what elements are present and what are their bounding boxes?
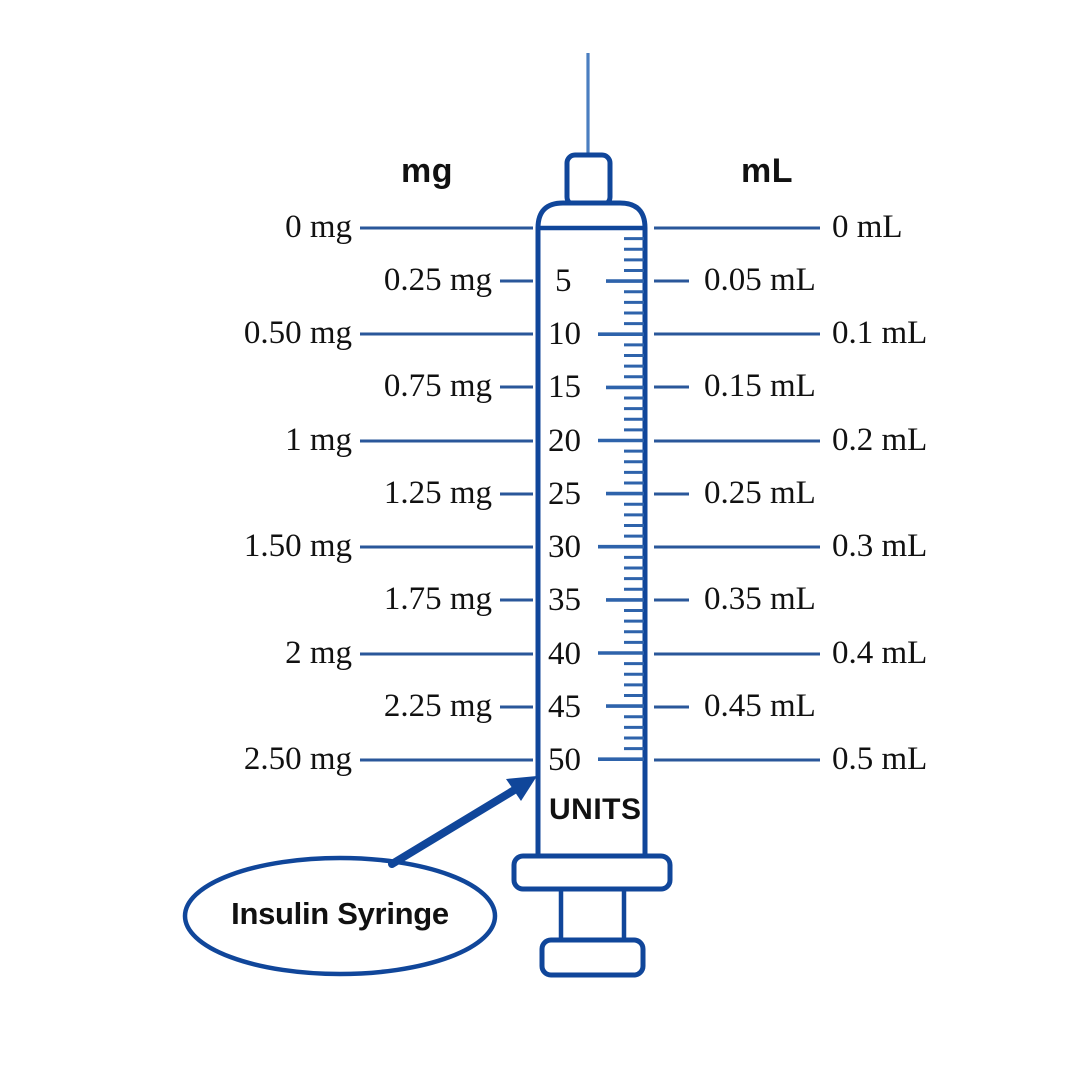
mg-label-5: 0.25 mg <box>383 262 492 298</box>
barrel-unit-20: 20 <box>548 423 581 459</box>
mg-label-40: 2 mg <box>285 635 352 671</box>
needle-hub <box>564 152 613 208</box>
barrel-unit-40: 40 <box>548 636 581 672</box>
ml-label-10: 0.1 mL <box>832 315 928 351</box>
callout-arrow-icon <box>388 776 537 868</box>
barrel-unit-25: 25 <box>548 476 581 512</box>
barrel-tick-marks <box>598 237 644 762</box>
mg-label-15: 0.75 mg <box>383 368 492 404</box>
barrel-unit-10: 10 <box>548 316 581 352</box>
plunger-thumb-pad <box>539 937 646 978</box>
ml-label-35: 0.35 mL <box>704 581 816 617</box>
plunger-rod <box>558 889 627 942</box>
barrel-unit-5: 5 <box>555 263 572 299</box>
ml-label-40: 0.4 mL <box>832 635 928 671</box>
units-caption: UNITS <box>549 793 642 826</box>
barrel-unit-50: 50 <box>548 742 581 778</box>
column-header-ml: mL <box>741 152 793 190</box>
mg-label-50: 2.50 mg <box>243 741 352 777</box>
barrel-unit-45: 45 <box>548 689 581 725</box>
barrel-unit-15: 15 <box>548 369 581 405</box>
ml-label-30: 0.3 mL <box>832 528 928 564</box>
barrel-unit-30: 30 <box>548 529 581 565</box>
mg-label-35: 1.75 mg <box>383 581 492 617</box>
column-header-mg: mg <box>401 152 453 190</box>
mg-label-30: 1.50 mg <box>243 528 352 564</box>
mg-label-10: 0.50 mg <box>243 315 352 351</box>
ml-label-15: 0.15 mL <box>704 368 816 404</box>
ml-label-0: 0 mL <box>832 209 903 245</box>
mg-label-45: 2.25 mg <box>383 688 492 724</box>
ml-label-5: 0.05 mL <box>704 262 816 298</box>
ml-label-50: 0.5 mL <box>832 741 928 777</box>
callout-label: Insulin Syringe <box>231 896 449 931</box>
ml-label-45: 0.45 mL <box>704 688 816 724</box>
mg-label-0: 0 mg <box>285 209 352 245</box>
left-gridlines <box>360 226 533 762</box>
callout-ellipse <box>182 855 498 977</box>
mg-label-20: 1 mg <box>285 422 352 458</box>
ml-label-20: 0.2 mL <box>832 422 928 458</box>
barrel-unit-35: 35 <box>548 582 581 618</box>
ml-label-25: 0.25 mL <box>704 475 816 511</box>
right-gridlines <box>654 226 820 762</box>
syringe-barrel <box>535 200 648 863</box>
syringe-finger-flange <box>511 853 673 892</box>
mg-label-25: 1.25 mg <box>383 475 492 511</box>
